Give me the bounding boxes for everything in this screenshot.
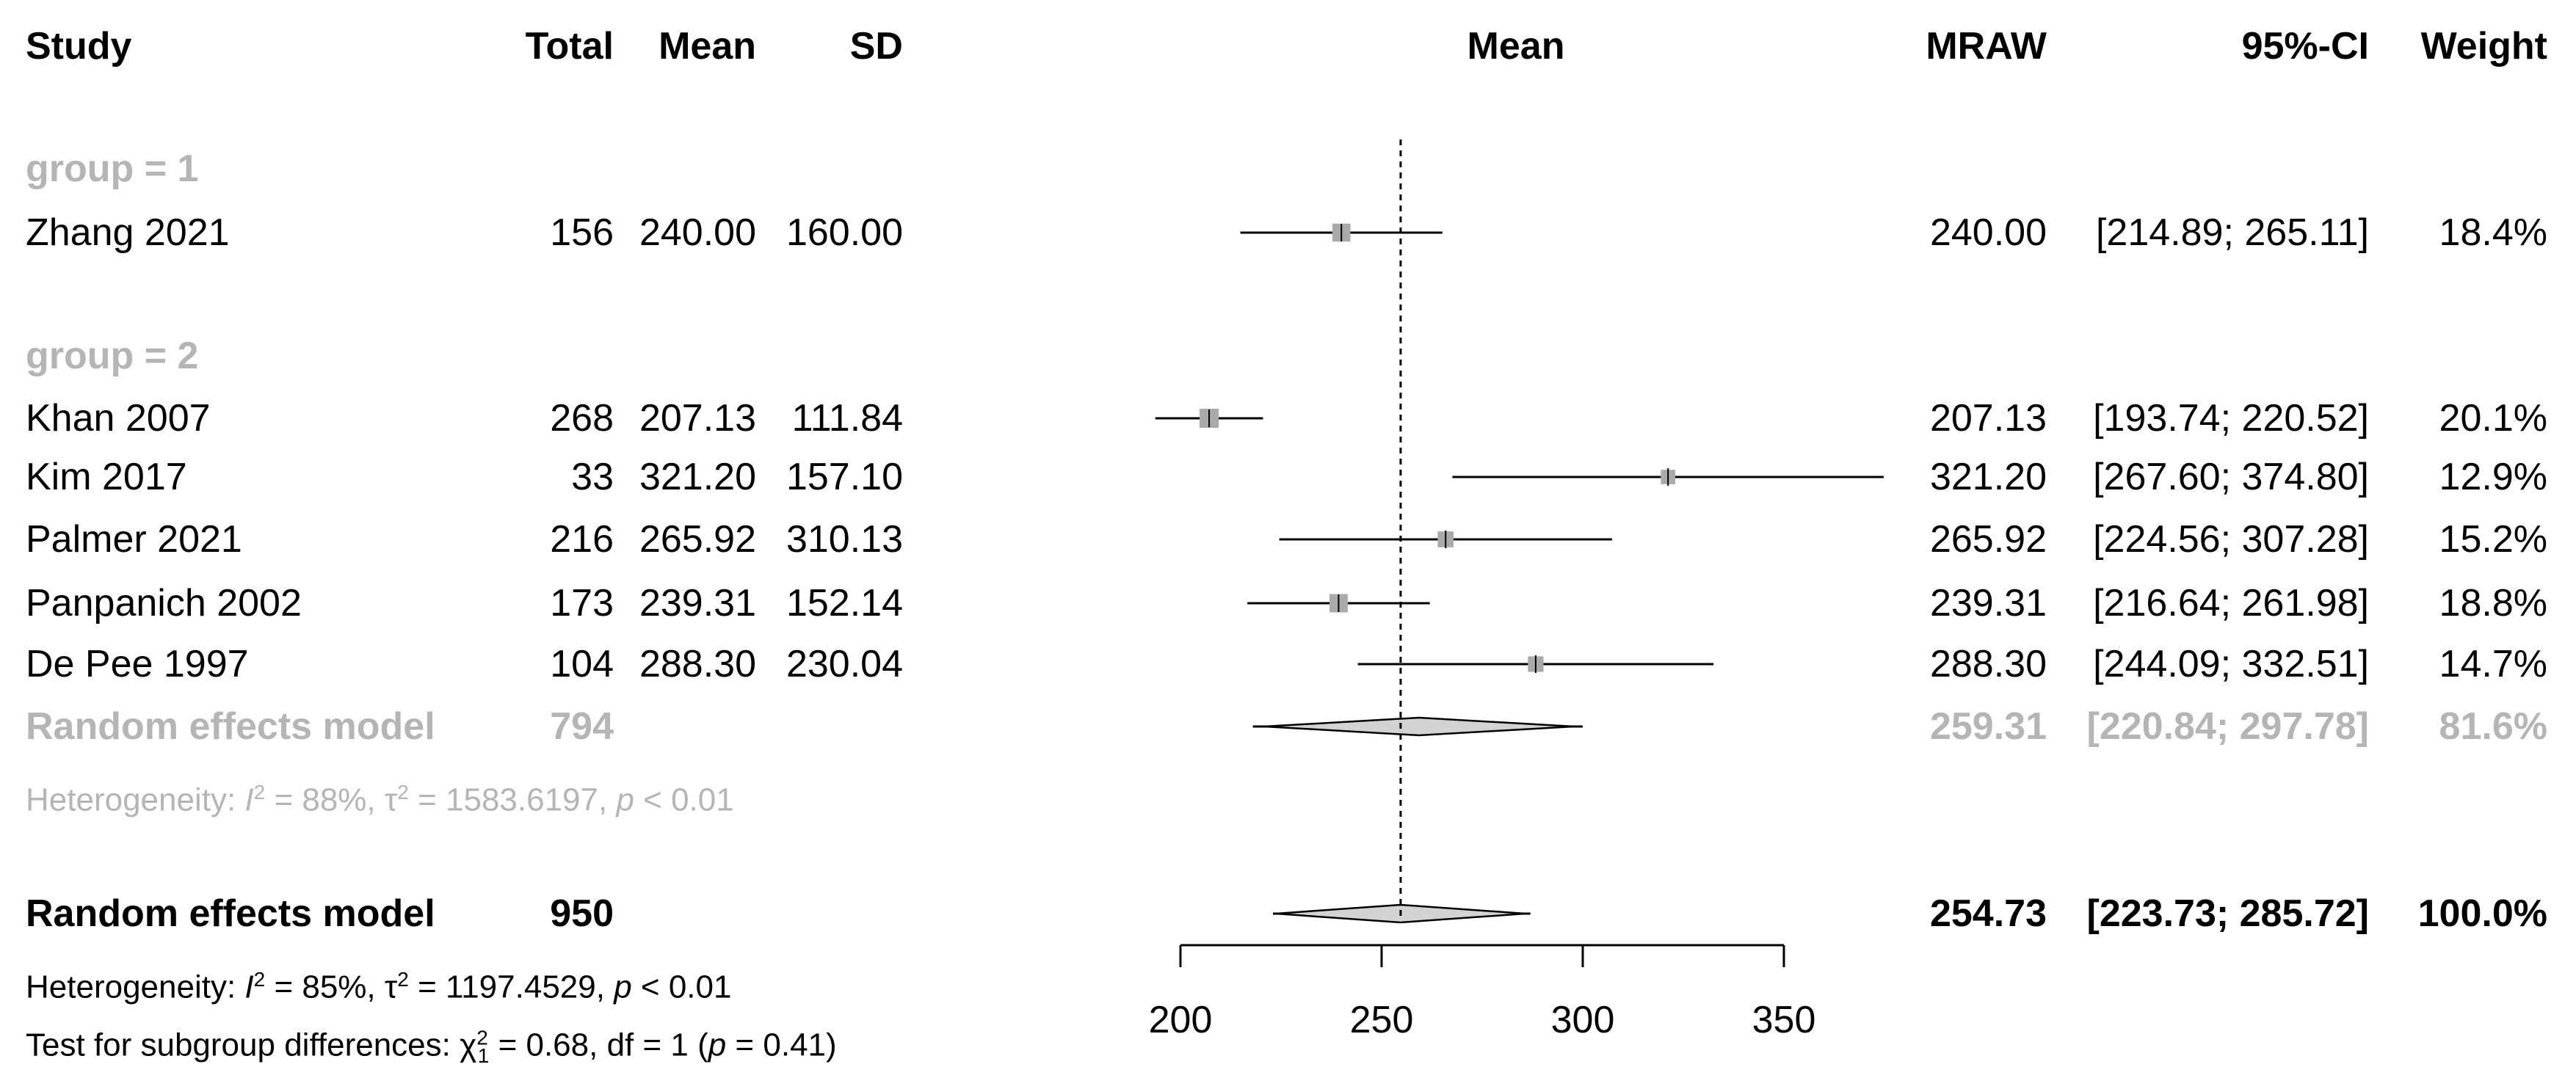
study-sd: 111.84 bbox=[791, 397, 903, 440]
x-axis-tick-label: 300 bbox=[1550, 999, 1615, 1041]
study-weight: 14.7% bbox=[2439, 643, 2547, 685]
study-total: 216 bbox=[550, 518, 614, 561]
x-axis-tick-label: 200 bbox=[1148, 999, 1213, 1041]
overall-total: 950 bbox=[550, 892, 614, 935]
study-sd: 160.00 bbox=[786, 211, 903, 254]
subgroup-label: group = 1 bbox=[26, 148, 199, 190]
x-axis-tick-label: 250 bbox=[1349, 999, 1414, 1041]
study-effect: 207.13 bbox=[1929, 397, 2047, 440]
study-effect: 265.92 bbox=[1929, 518, 2047, 561]
col-header-mraw: MRAW bbox=[1926, 25, 2047, 68]
study-weight: 18.8% bbox=[2439, 582, 2547, 624]
study-weight: 20.1% bbox=[2439, 397, 2547, 440]
study-total: 33 bbox=[571, 456, 614, 498]
col-header-total: Total bbox=[525, 25, 614, 68]
subgroup-label: group = 2 bbox=[26, 335, 199, 377]
study-name: Zhang 2021 bbox=[26, 211, 230, 254]
study-name: Palmer 2021 bbox=[26, 518, 242, 561]
study-mean: 265.92 bbox=[639, 518, 756, 561]
subgroup-pooled-total: 794 bbox=[550, 705, 614, 748]
study-total: 173 bbox=[550, 582, 614, 624]
study-total: 104 bbox=[550, 643, 614, 685]
overall-weight: 100.0% bbox=[2417, 892, 2547, 935]
study-ci: [216.64; 261.98] bbox=[2093, 582, 2369, 624]
study-ci: [244.09; 332.51] bbox=[2093, 643, 2369, 685]
subgroup-pooled-effect: 259.31 bbox=[1929, 705, 2047, 748]
study-mean: 239.31 bbox=[639, 582, 756, 624]
study-total: 156 bbox=[550, 211, 614, 254]
study-ci: [267.60; 374.80] bbox=[2093, 456, 2369, 498]
study-ci: [214.89; 265.11] bbox=[2095, 211, 2369, 254]
study-name: Khan 2007 bbox=[26, 397, 211, 440]
col-header-plot-mean: Mean bbox=[1467, 25, 1565, 68]
col-header-study: Study bbox=[26, 25, 132, 68]
col-header-ci: 95%-CI bbox=[2241, 25, 2369, 68]
study-weight: 12.9% bbox=[2439, 456, 2547, 498]
study-sd: 157.10 bbox=[786, 456, 903, 498]
study-ci: [193.74; 220.52] bbox=[2093, 397, 2369, 440]
subgroup-pooled-weight: 81.6% bbox=[2439, 705, 2547, 748]
study-sd: 230.04 bbox=[786, 643, 903, 685]
study-mean: 207.13 bbox=[639, 397, 756, 440]
subgroup-pooled-label: Random effects model bbox=[26, 705, 435, 748]
subgroup-pooled-ci: [220.84; 297.78] bbox=[2086, 705, 2370, 748]
overall-label: Random effects model bbox=[26, 892, 435, 935]
subgroup-difference-test: Test for subgroup differences: χ21 = 0.6… bbox=[26, 1026, 837, 1068]
study-total: 268 bbox=[550, 397, 614, 440]
study-name: De Pee 1997 bbox=[26, 643, 249, 685]
study-name: Kim 2017 bbox=[26, 456, 187, 498]
study-effect: 240.00 bbox=[1929, 211, 2047, 254]
study-sd: 152.14 bbox=[786, 582, 903, 624]
subgroup-heterogeneity: Heterogeneity: I2 = 88%, τ2 = 1583.6197,… bbox=[26, 781, 734, 818]
col-header-sd: SD bbox=[849, 25, 903, 68]
study-mean: 240.00 bbox=[639, 211, 756, 254]
overall-effect: 254.73 bbox=[1929, 892, 2047, 935]
study-mean: 288.30 bbox=[639, 643, 756, 685]
overall-ci: [223.73; 285.72] bbox=[2086, 892, 2370, 935]
study-ci: [224.56; 307.28] bbox=[2093, 518, 2369, 561]
col-header-weight: Weight bbox=[2420, 25, 2547, 68]
study-weight: 18.4% bbox=[2439, 211, 2547, 254]
study-name: Panpanich 2002 bbox=[26, 582, 302, 624]
study-weight: 15.2% bbox=[2439, 518, 2547, 561]
overall-heterogeneity: Heterogeneity: I2 = 85%, τ2 = 1197.4529,… bbox=[26, 968, 732, 1005]
x-axis-tick-label: 350 bbox=[1752, 999, 1816, 1041]
study-sd: 310.13 bbox=[786, 518, 903, 561]
study-effect: 288.30 bbox=[1929, 643, 2047, 685]
col-header-mean: Mean bbox=[658, 25, 756, 68]
subgroup-pooled-diamond bbox=[1264, 716, 1574, 737]
study-mean: 321.20 bbox=[639, 456, 756, 498]
study-effect: 239.31 bbox=[1929, 582, 2047, 624]
study-effect: 321.20 bbox=[1929, 456, 2047, 498]
